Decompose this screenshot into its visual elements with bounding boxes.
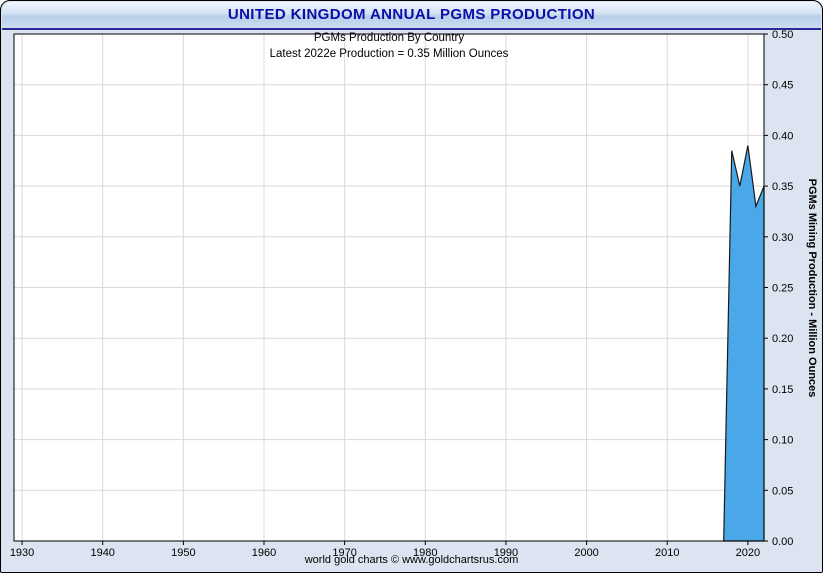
chart-subtitle: PGMs Production By Country: [313, 32, 465, 44]
y-tick-label: 0.50: [772, 29, 793, 41]
y-tick-label: 0.00: [772, 536, 793, 548]
x-tick-label: 2000: [574, 547, 598, 559]
y-tick-label: 0.10: [772, 435, 793, 447]
y-tick-label: 0.25: [772, 283, 793, 295]
x-tick-label: 2020: [736, 547, 760, 559]
chart-title-bar: UNITED KINGDOM ANNUAL PGMS PRODUCTION: [2, 2, 821, 30]
y-tick-label: 0.15: [772, 384, 793, 396]
y-axis-title: PGMs Mining Production - Million Ounces: [806, 178, 818, 398]
y-tick-label: 0.05: [772, 485, 793, 497]
latest-production-annotation: Latest 2022e Production = 0.35 Million O…: [269, 48, 509, 60]
x-tick-label: 1950: [171, 547, 195, 559]
y-tick-label: 0.20: [772, 333, 793, 345]
x-tick-label: 1970: [332, 547, 356, 559]
x-tick-label: 1940: [90, 547, 114, 559]
x-tick-label: 2010: [655, 547, 679, 559]
y-tick-label: 0.35: [772, 181, 793, 193]
y-tick-label: 0.30: [772, 232, 793, 244]
x-tick-label: 1990: [494, 547, 518, 559]
chart-title: UNITED KINGDOM ANNUAL PGMS PRODUCTION: [227, 6, 596, 23]
x-tick-label: 1980: [413, 547, 437, 559]
y-tick-label: 0.40: [772, 130, 793, 142]
x-tick-label: 1960: [252, 547, 276, 559]
chart-credit: world gold charts © www.goldchartsrus.co…: [304, 554, 519, 566]
x-tick-label: 1930: [10, 547, 34, 559]
y-tick-label: 0.45: [772, 80, 793, 92]
